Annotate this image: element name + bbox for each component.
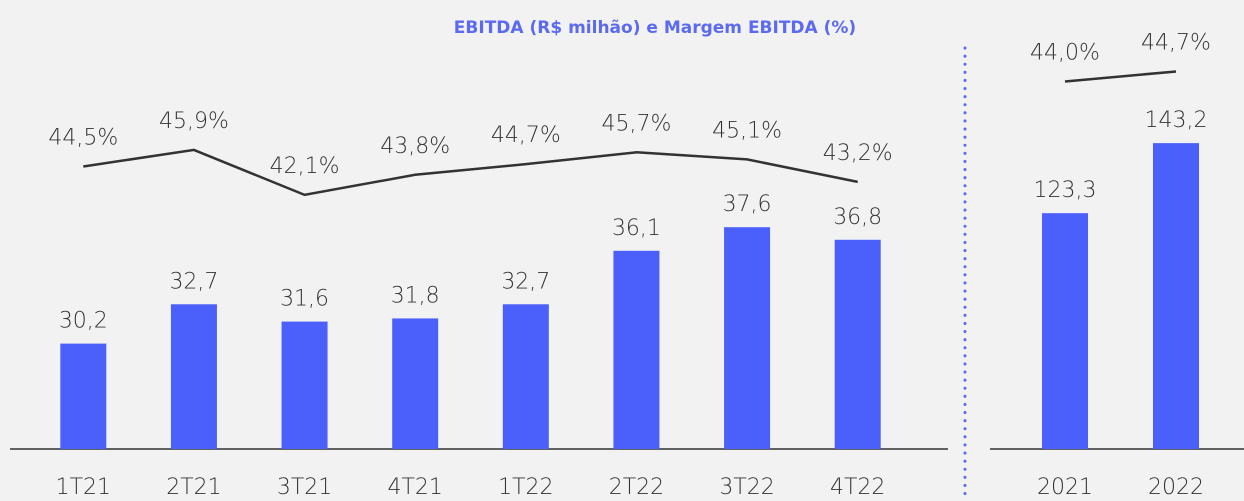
- value-label: 45,1%: [712, 118, 782, 143]
- value-label: 44,7%: [491, 123, 561, 148]
- x-tick-label: 2021: [1037, 475, 1093, 500]
- x-tick-label: 1T21: [56, 475, 111, 500]
- x-tick-label: 2T22: [609, 475, 664, 500]
- bar: [60, 343, 107, 449]
- value-label: 143,2: [1145, 108, 1208, 133]
- bar: [724, 227, 771, 449]
- value-label: 42,1%: [270, 154, 340, 179]
- value-label: 31,8: [391, 283, 440, 308]
- bar: [1153, 143, 1199, 449]
- chart-title: EBITDA (R$ milhão) e Margem EBITDA (%): [454, 18, 856, 38]
- value-label: 123,3: [1034, 178, 1097, 203]
- value-label: 36,1: [612, 216, 661, 241]
- bar: [281, 321, 328, 449]
- value-label: 32,7: [501, 269, 550, 294]
- value-label: 45,7%: [601, 111, 671, 136]
- x-tick-label: 1T22: [498, 475, 553, 500]
- value-label: 44,7%: [1141, 30, 1211, 55]
- x-tick-label: 4T21: [387, 475, 442, 500]
- value-label: 31,6: [280, 287, 329, 312]
- x-tick-label: 2T21: [166, 475, 221, 500]
- bar: [1042, 213, 1088, 449]
- line: [1064, 70, 1177, 83]
- x-tick-label: 3T21: [277, 475, 332, 500]
- bar: [502, 304, 549, 449]
- value-label: 43,8%: [380, 134, 450, 159]
- bar: [613, 250, 660, 449]
- value-label: 44,5%: [48, 125, 118, 150]
- value-label: 43,2%: [823, 141, 893, 166]
- bar: [834, 239, 881, 449]
- value-label: 36,8: [833, 205, 882, 230]
- x-tick-label: 4T22: [830, 475, 885, 500]
- x-tick-label: 3T22: [719, 475, 774, 500]
- value-label: 44,0%: [1030, 40, 1100, 65]
- bar: [392, 318, 439, 449]
- line: [83, 148, 858, 197]
- value-label: 45,9%: [159, 109, 229, 134]
- value-label: 37,6: [723, 192, 772, 217]
- x-tick-label: 2022: [1148, 475, 1204, 500]
- value-label: 30,2: [59, 309, 108, 334]
- bar: [170, 304, 217, 449]
- value-label: 32,7: [169, 269, 218, 294]
